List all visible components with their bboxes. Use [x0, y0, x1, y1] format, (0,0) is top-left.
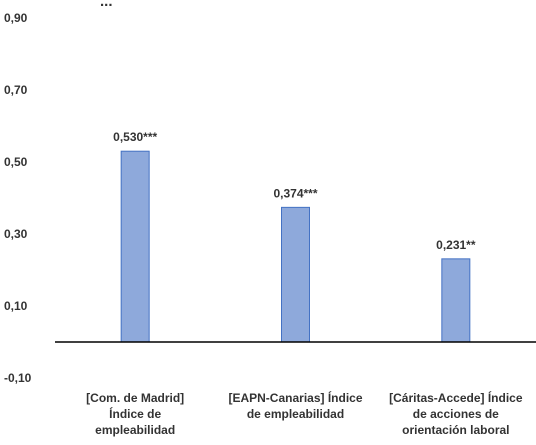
chart-title-fragment: ...	[100, 0, 113, 10]
category-label-line: [EAPN-Canarias] Índice	[228, 390, 362, 405]
y-tick-label: 0,50	[4, 155, 28, 169]
y-tick-label: -0,10	[4, 371, 32, 385]
category-labels: [Com. de Madrid] Índice de empleabilidad [E…	[86, 390, 523, 437]
bar	[281, 206, 310, 343]
category-label-line: de acciones de	[413, 407, 499, 421]
category-label-line: Índice de	[109, 406, 161, 421]
category-label: [Cáritas-Accede] Índice de acciones de ori…	[389, 390, 523, 437]
y-tick-label: 0,30	[4, 227, 28, 241]
bars	[120, 150, 471, 343]
category-label-line: [Com. de Madrid]	[86, 391, 184, 405]
category-label: [Com. de Madrid] Índice de empleabilidad	[86, 391, 184, 437]
y-tick-label: 0,90	[4, 11, 28, 25]
data-labels: 0,530*** 0,374*** 0,231**	[113, 130, 476, 252]
data-label: 0,374***	[273, 186, 317, 200]
category-label-line: empleabilidad	[95, 423, 175, 437]
bar	[120, 150, 150, 343]
data-label: 0,530***	[113, 130, 157, 144]
category-label-line: de empleabilidad	[247, 407, 344, 421]
data-label: 0,231**	[436, 238, 476, 252]
y-tick-label: 0,10	[4, 299, 28, 313]
category-label-line: orientación laboral	[402, 423, 509, 437]
y-tick-label: 0,70	[4, 83, 28, 97]
bar	[441, 258, 471, 343]
y-axis-ticks: 0,90 0,70 0,50 0,30 0,10 -0,10	[4, 11, 32, 385]
category-label-line: [Cáritas-Accede] Índice	[389, 390, 523, 405]
category-label: [EAPN-Canarias] Índice de empleabilidad	[228, 390, 362, 421]
